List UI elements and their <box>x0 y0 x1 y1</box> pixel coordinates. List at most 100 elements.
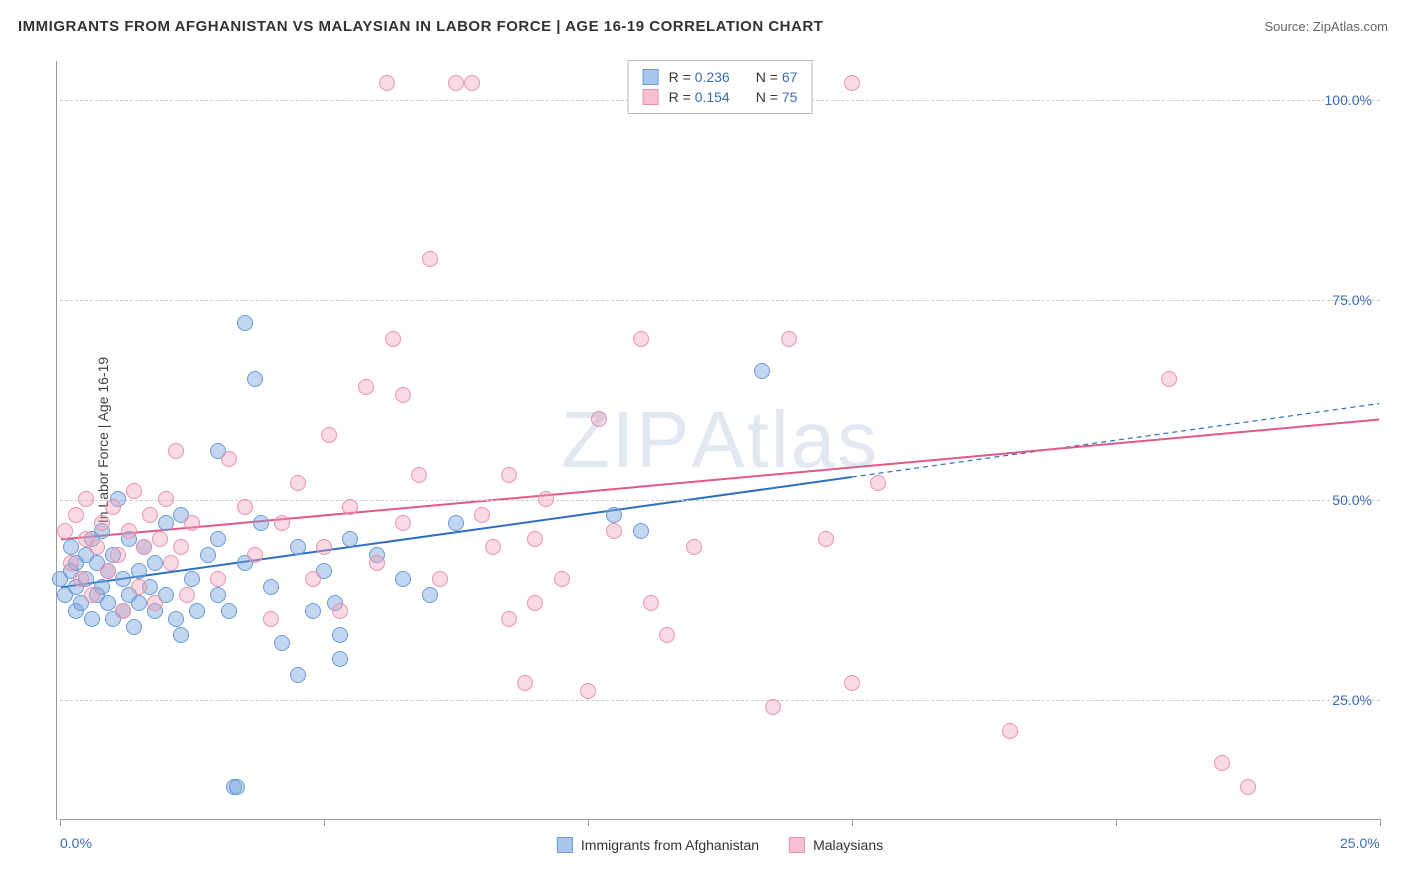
legend-n: N = 67 <box>756 69 798 85</box>
scatter-point <box>210 531 226 547</box>
scatter-point <box>290 475 306 491</box>
x-tick <box>852 819 853 826</box>
scatter-point <box>369 555 385 571</box>
scatter-point <box>142 507 158 523</box>
scatter-point <box>818 531 834 547</box>
plot-area: In Labor Force | Age 16-19 ZIPAtlas R = … <box>60 60 1380 820</box>
scatter-point <box>63 555 79 571</box>
scatter-point <box>448 515 464 531</box>
legend-swatch <box>557 837 573 853</box>
legend-n: N = 75 <box>756 89 798 105</box>
scatter-point <box>152 531 168 547</box>
scatter-point <box>501 611 517 627</box>
scatter-point <box>633 331 649 347</box>
scatter-point <box>1240 779 1256 795</box>
scatter-point <box>342 531 358 547</box>
scatter-point <box>422 587 438 603</box>
scatter-point <box>84 587 100 603</box>
scatter-point <box>247 371 263 387</box>
scatter-point <box>332 603 348 619</box>
scatter-point <box>105 499 121 515</box>
scatter-point <box>237 315 253 331</box>
watermark: ZIPAtlas <box>561 394 879 486</box>
x-tick <box>588 819 589 826</box>
scatter-point <box>115 603 131 619</box>
scatter-point <box>210 587 226 603</box>
y-tick-label: 25.0% <box>1332 692 1372 708</box>
scatter-point <box>385 331 401 347</box>
scatter-point <box>147 595 163 611</box>
scatter-point <box>606 507 622 523</box>
scatter-point <box>110 547 126 563</box>
legend-r: R = 0.154 <box>669 89 730 105</box>
scatter-point <box>200 547 216 563</box>
scatter-point <box>94 515 110 531</box>
scatter-point <box>305 603 321 619</box>
legend-r: R = 0.236 <box>669 69 730 85</box>
scatter-point <box>253 515 269 531</box>
trend-line-dashed <box>852 404 1379 478</box>
scatter-point <box>89 539 105 555</box>
legend-swatch <box>789 837 805 853</box>
scatter-point <box>263 579 279 595</box>
scatter-point <box>432 571 448 587</box>
scatter-point <box>290 539 306 555</box>
scatter-point <box>121 523 137 539</box>
gridline <box>60 300 1380 301</box>
gridline <box>60 700 1380 701</box>
scatter-point <box>221 603 237 619</box>
scatter-point <box>229 779 245 795</box>
chart-header: IMMIGRANTS FROM AFGHANISTAN VS MALAYSIAN… <box>18 18 1388 35</box>
scatter-point <box>395 515 411 531</box>
scatter-point <box>274 515 290 531</box>
scatter-point <box>184 515 200 531</box>
legend-stat-row: R = 0.154 N = 75 <box>643 87 798 107</box>
y-tick-label: 75.0% <box>1332 292 1372 308</box>
scatter-point <box>358 379 374 395</box>
scatter-point <box>342 499 358 515</box>
scatter-point <box>379 75 395 91</box>
scatter-point <box>1161 371 1177 387</box>
trend-line-solid <box>61 477 852 587</box>
scatter-point <box>411 467 427 483</box>
legend-swatch <box>643 69 659 85</box>
scatter-point <box>126 619 142 635</box>
scatter-point <box>395 387 411 403</box>
scatter-point <box>527 595 543 611</box>
scatter-point <box>237 499 253 515</box>
legend-label: Malaysians <box>813 837 883 853</box>
scatter-point <box>332 651 348 667</box>
legend-stats-box: R = 0.236 N = 67 R = 0.154 N = 75 <box>628 60 813 114</box>
scatter-point <box>1002 723 1018 739</box>
x-tick <box>1380 819 1381 826</box>
scatter-point <box>179 587 195 603</box>
scatter-point <box>247 547 263 563</box>
scatter-point <box>643 595 659 611</box>
x-tick <box>324 819 325 826</box>
scatter-point <box>126 483 142 499</box>
scatter-point <box>321 427 337 443</box>
scatter-point <box>754 363 770 379</box>
scatter-point <box>84 611 100 627</box>
legend-item: Immigrants from Afghanistan <box>557 837 759 853</box>
scatter-point <box>554 571 570 587</box>
scatter-point <box>221 451 237 467</box>
scatter-point <box>100 563 116 579</box>
scatter-point <box>78 491 94 507</box>
scatter-point <box>100 595 116 611</box>
scatter-point <box>659 627 675 643</box>
chart-source: Source: ZipAtlas.com <box>1264 19 1388 34</box>
scatter-point <box>422 251 438 267</box>
scatter-point <box>210 571 226 587</box>
scatter-point <box>870 475 886 491</box>
y-tick-label: 100.0% <box>1325 92 1372 108</box>
legend-stat-row: R = 0.236 N = 67 <box>643 67 798 87</box>
scatter-point <box>168 611 184 627</box>
scatter-point <box>173 627 189 643</box>
scatter-point <box>395 571 411 587</box>
x-tick <box>60 819 61 826</box>
scatter-point <box>173 539 189 555</box>
scatter-point <box>781 331 797 347</box>
scatter-point <box>73 571 89 587</box>
x-tick-label: 25.0% <box>1340 835 1380 851</box>
